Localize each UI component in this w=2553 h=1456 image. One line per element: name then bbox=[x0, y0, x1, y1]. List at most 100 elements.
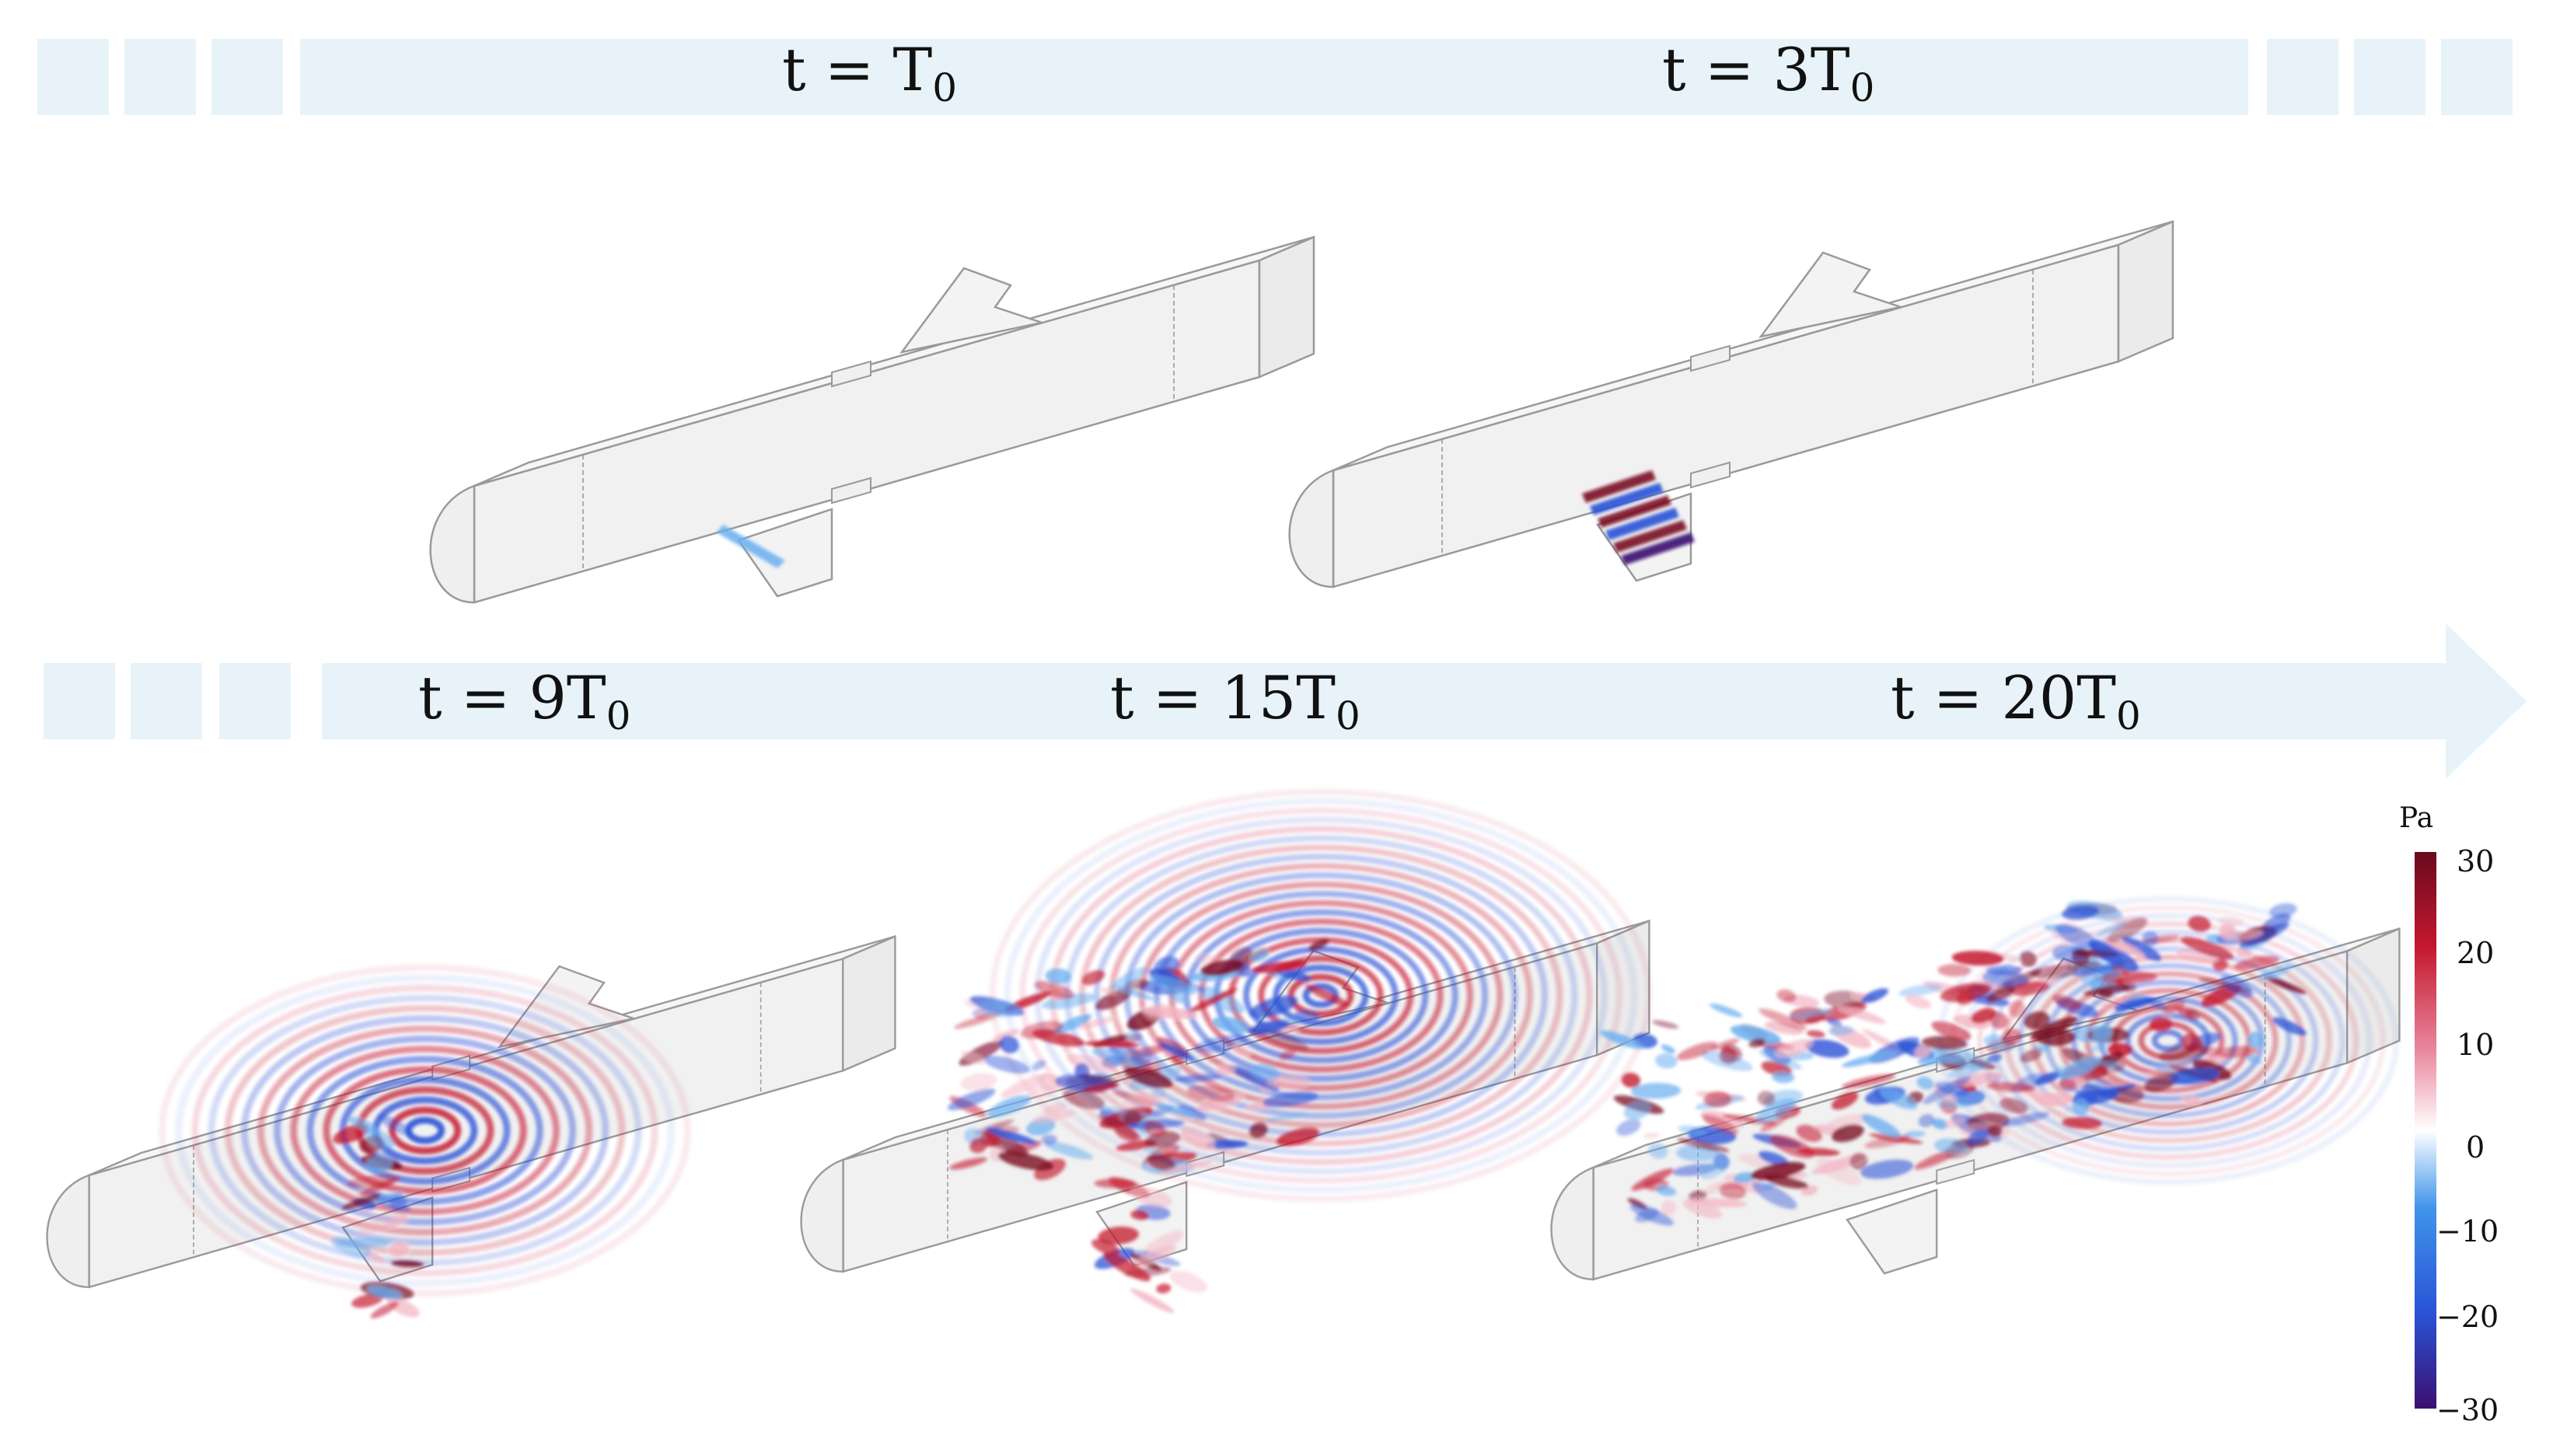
panel-t15-pressure-blob bbox=[1066, 1053, 1117, 1073]
panel-t15-pressure-blob bbox=[1081, 969, 1105, 986]
panel-t3 bbox=[1288, 220, 2174, 588]
panel-t15-wavefront bbox=[1242, 946, 1399, 1046]
panel-t20 bbox=[1550, 896, 2401, 1281]
panel-t20-pressure-blob bbox=[2020, 1049, 2043, 1063]
panel-t20-pressure-blob bbox=[2258, 964, 2293, 981]
panel-t20-pressure-blob bbox=[1999, 1098, 2029, 1114]
panel-t15-pressure-blob bbox=[1148, 974, 1197, 995]
panel-t1-notch bbox=[831, 360, 871, 388]
panel-t20-wavefront bbox=[2017, 946, 2319, 1136]
panel-t9-pressure-blob bbox=[348, 1116, 379, 1133]
panel-t15-pressure-blob bbox=[1186, 1085, 1235, 1102]
panel-t20-pressure-blob bbox=[1776, 989, 1797, 1003]
panel-t20-pressure-blob bbox=[2272, 1017, 2307, 1036]
time-label-t15: t = 15T0 bbox=[1110, 663, 1360, 738]
panel-t9-inlet-cap bbox=[46, 1174, 90, 1289]
panel-t20-pressure-blob bbox=[1733, 1171, 1756, 1184]
panel-t9-pressure-blob bbox=[365, 1155, 393, 1173]
panel-t20-pressure-blob bbox=[1691, 1198, 1748, 1208]
panel-t9-pressure-blob bbox=[333, 1123, 368, 1144]
panel-t15-pressure-blob bbox=[1216, 1063, 1236, 1076]
panel-t9-wavefront bbox=[274, 1035, 577, 1226]
panel-t9-pressure-field bbox=[159, 964, 691, 1318]
panel-t20-pressure-blob bbox=[2142, 931, 2159, 946]
panel-t20-pressure-blob bbox=[1842, 1074, 1896, 1088]
panel-t9-pressure-blob bbox=[390, 1260, 424, 1268]
panel-t15-wavefront bbox=[1018, 807, 1623, 1184]
panel-t20-pressure-blob bbox=[2094, 920, 2128, 937]
panel-t15-pressure-blob bbox=[1180, 1126, 1215, 1150]
panel-t20-pressure-blob bbox=[1971, 1007, 1996, 1024]
timeline-block-9 bbox=[219, 663, 291, 739]
panel-t20-pressure-blob bbox=[1914, 1044, 1931, 1059]
panel-t20-pressure-blob bbox=[1751, 1161, 1806, 1180]
panel-t15-wavefront bbox=[1258, 955, 1384, 1036]
panel-t20-inlet-cap bbox=[1550, 1166, 1594, 1281]
panel-t20-pressure-blob bbox=[1861, 1114, 1901, 1138]
timeline-block-3 bbox=[211, 39, 283, 115]
panel-t20-pressure-blob bbox=[1719, 1182, 1747, 1200]
panel-t15-pressure-blob bbox=[1098, 1226, 1139, 1245]
panel-t15-pressure-blob bbox=[1141, 1230, 1184, 1258]
colorbar-tick-0: 0 bbox=[2466, 1130, 2485, 1164]
panel-t3-upper-branch bbox=[1758, 251, 1905, 338]
panel-t20-pressure-blob bbox=[2181, 1094, 2202, 1106]
panel-t20-pressure-blob bbox=[1940, 983, 1992, 1003]
panel-t15-wavefront bbox=[1273, 964, 1369, 1027]
panel-t15-pressure-blob bbox=[1228, 1065, 1280, 1091]
panel-t15-pressure-blob bbox=[1109, 966, 1149, 991]
panel-t15-pressure-blob bbox=[1279, 1049, 1296, 1060]
panel-t3-body-front bbox=[1332, 243, 2120, 588]
panel-t3-source-wave bbox=[1598, 495, 1671, 528]
panel-t20-pressure-blob bbox=[2091, 1025, 2112, 1042]
panel-t20-pressure-blob bbox=[1758, 1049, 1802, 1070]
panel-t20-pressure-blob bbox=[1630, 1082, 1682, 1099]
panel-t1-inlet-cap bbox=[429, 484, 476, 604]
panel-t20-pressure-blob bbox=[1710, 1038, 1740, 1051]
panel-t3-notch bbox=[1690, 461, 1731, 489]
panel-t20-pressure-blob bbox=[1648, 1143, 1668, 1159]
panel-t15-wavefront bbox=[989, 788, 1653, 1203]
colorbar-tick-10: 10 bbox=[2457, 1028, 2495, 1062]
panel-t9-body-end bbox=[842, 934, 896, 1073]
panel-t15-pressure-blob bbox=[1053, 1014, 1092, 1034]
panel-t15-pressure-blob bbox=[948, 1088, 996, 1111]
panel-t15-pressure-blob bbox=[1101, 987, 1116, 995]
panel-t20-pressure-blob bbox=[1806, 1030, 1825, 1038]
panel-t9-wavefront bbox=[224, 1004, 626, 1256]
panel-t20-pressure-blob bbox=[1656, 1185, 1677, 1196]
panel-t20-pressure-blob bbox=[1827, 1113, 1872, 1129]
panel-t15-pressure-blob bbox=[1308, 938, 1329, 951]
panel-t15-pressure-field bbox=[948, 788, 1653, 1313]
panel-t20-pressure-blob bbox=[1621, 1072, 1641, 1088]
panel-t15-pressure-blob bbox=[997, 1151, 1053, 1171]
panel-t20-pressure-blob bbox=[2024, 1011, 2050, 1030]
panel-t15-pressure-blob bbox=[1043, 1103, 1067, 1114]
panel-t9-pressure-blob bbox=[358, 1210, 386, 1220]
panel-t9-wavefront bbox=[323, 1066, 527, 1196]
panel-t15-pressure-blob bbox=[1143, 1120, 1166, 1137]
panel-t15-pressure-blob bbox=[986, 1127, 1037, 1145]
panel-t20-pressure-blob bbox=[1937, 964, 1972, 977]
panel-t15-wavefront bbox=[1004, 798, 1638, 1193]
panel-t15-wavefront bbox=[1287, 973, 1354, 1018]
panel-t15-pressure-blob bbox=[1063, 1089, 1105, 1109]
timeline-block-5 bbox=[2354, 39, 2426, 115]
timeline-block-2 bbox=[124, 39, 196, 115]
panel-t20-pressure-blob bbox=[2108, 1042, 2132, 1056]
panel-t20-pressure-blob bbox=[1755, 1098, 1797, 1123]
panel-t20-wavefront bbox=[1963, 913, 2373, 1168]
panel-t15-pressure-blob bbox=[1154, 955, 1180, 975]
panel-t3-source-wave bbox=[1605, 508, 1679, 540]
panel-t15-pressure-blob bbox=[1119, 1091, 1168, 1110]
panel-t15-pressure-blob bbox=[980, 1000, 1020, 1018]
panel-t15-pressure-blob bbox=[1082, 1083, 1120, 1092]
panel-t20-pressure-blob bbox=[2217, 917, 2245, 927]
panel-t20-pressure-blob bbox=[2178, 1009, 2195, 1019]
panel-t9-wavefront bbox=[175, 974, 675, 1287]
panel-t20-pressure-blob bbox=[1828, 1025, 1854, 1036]
panel-t20-pressure-blob bbox=[2111, 1087, 2145, 1103]
panel-t20-pressure-blob bbox=[1932, 1118, 1948, 1130]
panel-t1-lower-branch bbox=[737, 508, 833, 598]
timeline-block-7 bbox=[44, 663, 115, 739]
